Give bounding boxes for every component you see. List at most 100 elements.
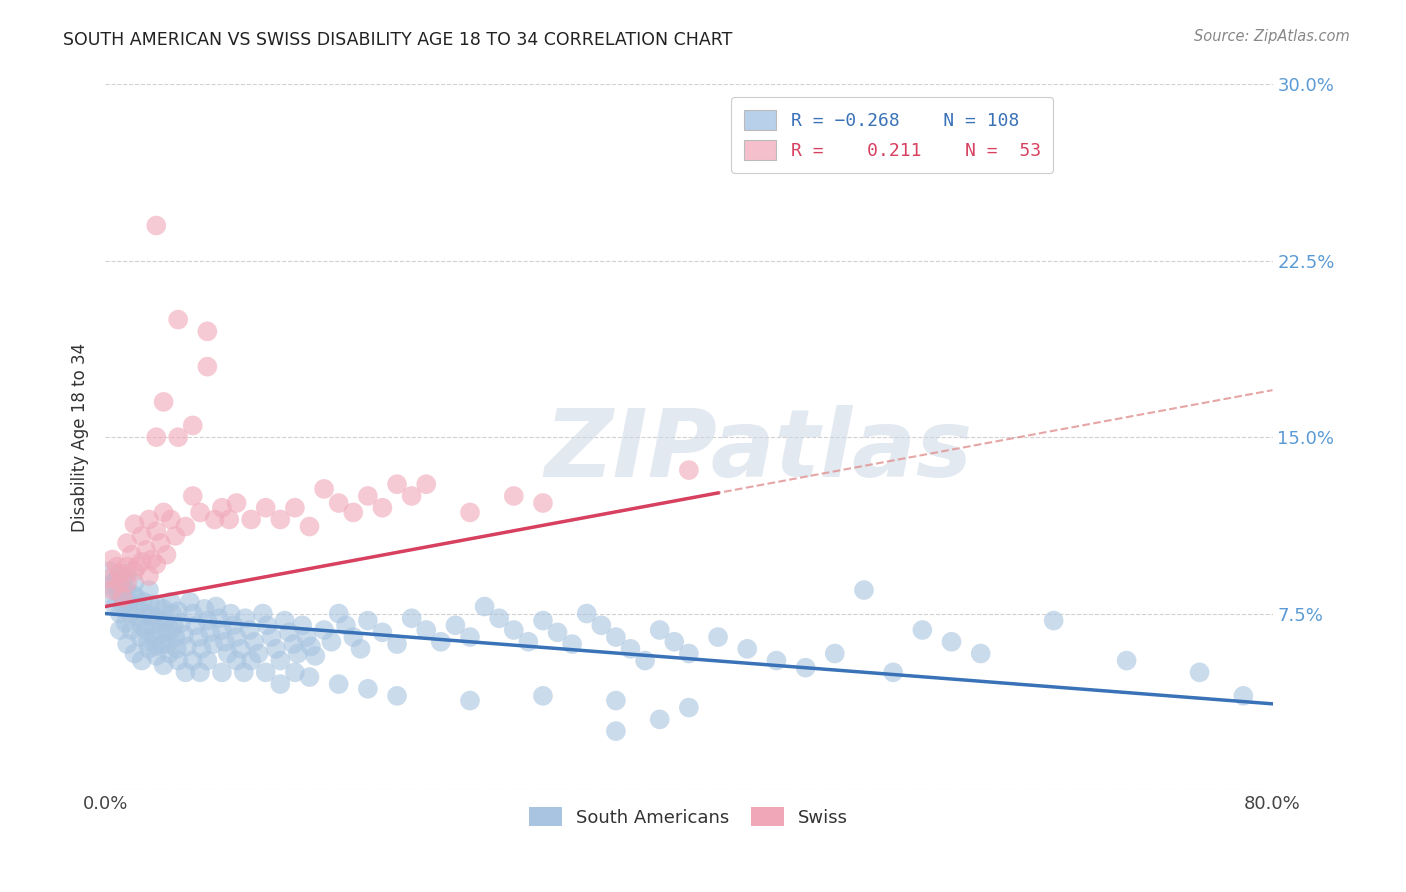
Point xyxy=(108,623,131,637)
Point xyxy=(254,500,277,515)
Point xyxy=(243,634,266,648)
Point xyxy=(160,595,183,609)
Point xyxy=(225,654,247,668)
Point xyxy=(605,630,627,644)
Point xyxy=(204,512,226,526)
Point xyxy=(98,564,121,578)
Point xyxy=(1042,614,1064,628)
Point xyxy=(202,637,225,651)
Point xyxy=(141,552,163,566)
Point xyxy=(458,693,481,707)
Point xyxy=(110,581,132,595)
Point xyxy=(132,595,155,609)
Point xyxy=(970,647,993,661)
Point xyxy=(139,597,162,611)
Point xyxy=(531,496,554,510)
Point xyxy=(131,555,153,569)
Point xyxy=(474,599,496,614)
Point xyxy=(101,552,124,566)
Point xyxy=(174,519,197,533)
Point xyxy=(145,648,167,663)
Point xyxy=(188,505,211,519)
Point xyxy=(190,641,212,656)
Point xyxy=(100,578,122,592)
Text: Source: ZipAtlas.com: Source: ZipAtlas.com xyxy=(1194,29,1350,44)
Point xyxy=(502,623,524,637)
Point xyxy=(240,512,263,526)
Point xyxy=(160,623,183,637)
Text: SOUTH AMERICAN VS SWISS DISABILITY AGE 18 TO 34 CORRELATION CHART: SOUTH AMERICAN VS SWISS DISABILITY AGE 1… xyxy=(63,31,733,49)
Legend: South Americans, Swiss: South Americans, Swiss xyxy=(522,800,855,834)
Point xyxy=(184,618,207,632)
Point xyxy=(152,602,174,616)
Point xyxy=(371,500,394,515)
Point xyxy=(287,647,309,661)
Point xyxy=(852,582,875,597)
Point xyxy=(145,219,167,233)
Point xyxy=(247,647,270,661)
Point xyxy=(342,505,364,519)
Point xyxy=(254,665,277,680)
Point xyxy=(181,489,204,503)
Point xyxy=(458,505,481,519)
Point xyxy=(298,670,321,684)
Point xyxy=(138,569,160,583)
Point xyxy=(321,634,343,648)
Point xyxy=(911,623,934,637)
Point xyxy=(648,623,671,637)
Point xyxy=(153,614,176,628)
Point xyxy=(195,614,218,628)
Point xyxy=(284,665,307,680)
Point xyxy=(232,665,254,680)
Point xyxy=(101,590,124,604)
Point xyxy=(124,564,146,578)
Point xyxy=(121,623,143,637)
Point xyxy=(357,489,380,503)
Point xyxy=(349,641,371,656)
Point xyxy=(155,625,177,640)
Point xyxy=(107,585,129,599)
Point xyxy=(941,634,963,648)
Point xyxy=(260,630,283,644)
Point xyxy=(264,641,287,656)
Point xyxy=(328,607,350,621)
Point xyxy=(193,602,215,616)
Point xyxy=(222,618,245,632)
Point xyxy=(114,615,136,630)
Point xyxy=(430,634,453,648)
Point xyxy=(233,611,256,625)
Point xyxy=(278,625,301,640)
Point xyxy=(664,634,686,648)
Point xyxy=(131,529,153,543)
Point xyxy=(256,618,278,632)
Point xyxy=(176,640,198,654)
Point xyxy=(170,615,193,630)
Point xyxy=(135,543,157,558)
Point xyxy=(634,654,657,668)
Point xyxy=(502,489,524,503)
Point xyxy=(127,599,149,614)
Point xyxy=(145,524,167,539)
Point xyxy=(142,618,165,632)
Point xyxy=(444,618,467,632)
Point xyxy=(269,654,291,668)
Point xyxy=(121,548,143,562)
Point xyxy=(211,665,233,680)
Point xyxy=(229,641,252,656)
Point xyxy=(1188,665,1211,680)
Point xyxy=(401,611,423,625)
Point xyxy=(357,614,380,628)
Point xyxy=(707,630,730,644)
Point xyxy=(882,665,904,680)
Point xyxy=(273,614,295,628)
Point xyxy=(111,590,134,604)
Point xyxy=(252,607,274,621)
Point xyxy=(160,512,183,526)
Point xyxy=(605,693,627,707)
Point xyxy=(138,512,160,526)
Y-axis label: Disability Age 18 to 34: Disability Age 18 to 34 xyxy=(72,343,89,532)
Point xyxy=(304,648,326,663)
Point xyxy=(101,582,124,597)
Point xyxy=(735,641,758,656)
Point xyxy=(146,599,169,614)
